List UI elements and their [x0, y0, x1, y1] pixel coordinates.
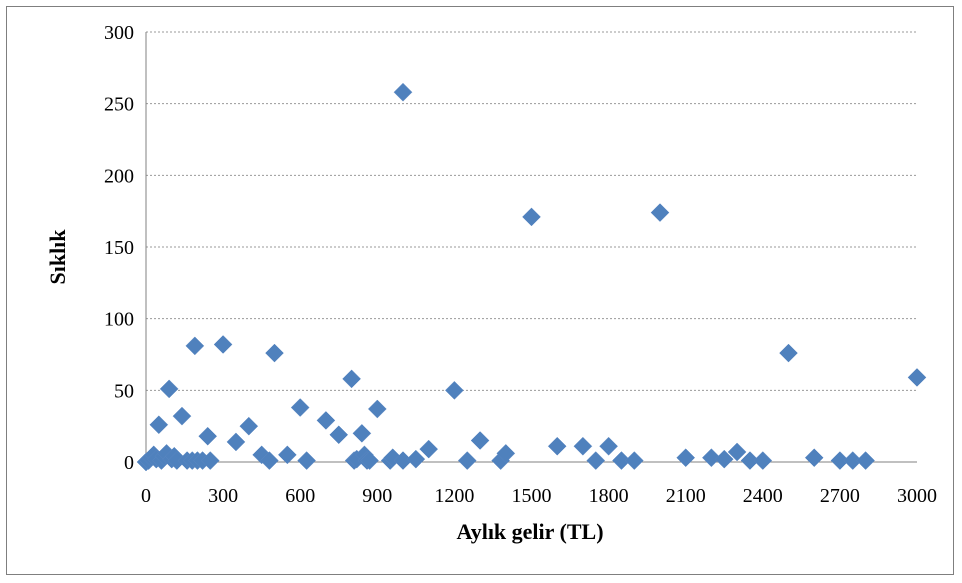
data-point	[856, 451, 875, 470]
data-point	[226, 432, 246, 452]
data-point	[804, 448, 824, 468]
data-point	[406, 449, 426, 469]
data-points	[136, 82, 927, 472]
y-tick-label: 200	[104, 165, 134, 187]
data-point	[290, 398, 310, 417]
x-tick-label: 0	[141, 485, 151, 507]
data-point	[650, 203, 670, 222]
data-point	[239, 416, 259, 436]
data-point	[260, 451, 279, 470]
data-point	[779, 343, 798, 363]
data-point	[740, 451, 760, 470]
data-point	[599, 436, 618, 456]
scatter-chart: 0 50 100 150 200 250 300 0 300 600 900 1200 1500 180…	[45, 22, 937, 544]
data-point	[676, 448, 696, 468]
data-point	[470, 431, 490, 450]
data-point	[702, 448, 721, 468]
chart-frame: 0 50 100 150 200 250 300 0 300 600 900 1200 1500 180…	[6, 6, 954, 575]
data-point	[727, 442, 747, 462]
data-point	[496, 444, 516, 463]
data-point	[830, 451, 850, 470]
data-point	[200, 451, 220, 470]
data-point	[393, 82, 413, 102]
data-point	[198, 426, 218, 446]
x-tick-label: 300	[208, 485, 238, 507]
x-tick-labels: 0 300 600 900 1200 1500 1800 2100 2400 2700 3000	[141, 485, 937, 507]
data-point	[265, 343, 284, 363]
y-tick-label: 150	[104, 237, 134, 259]
data-point	[573, 436, 593, 456]
x-tick-label: 1500	[512, 485, 552, 507]
data-point	[149, 415, 169, 435]
y-tick-label: 300	[104, 22, 134, 44]
data-point	[159, 379, 179, 399]
data-point	[329, 425, 349, 445]
data-point	[352, 423, 372, 443]
y-tick-label: 0	[124, 452, 134, 474]
data-point	[907, 368, 927, 387]
y-tick-label: 250	[104, 94, 134, 116]
x-tick-label: 2700	[820, 485, 860, 507]
data-point	[419, 439, 439, 459]
x-tick-label: 2100	[666, 485, 706, 507]
data-point	[297, 451, 316, 470]
data-point	[342, 369, 361, 389]
x-tick-label: 2400	[743, 485, 783, 507]
y-tick-labels: 0 50 100 150 200 250 300	[104, 22, 134, 474]
data-point	[360, 451, 379, 470]
data-point	[185, 336, 205, 356]
y-tick-label: 100	[104, 309, 134, 331]
data-point	[843, 451, 863, 470]
data-point	[612, 451, 631, 470]
x-tick-label: 900	[362, 485, 392, 507]
data-point	[547, 436, 567, 456]
data-point	[316, 411, 336, 430]
data-point	[367, 399, 387, 419]
data-point	[753, 451, 773, 470]
y-axis-title: Sıklık	[45, 229, 70, 285]
gridlines	[145, 31, 917, 463]
data-point	[445, 380, 464, 400]
data-point	[714, 449, 734, 469]
data-point	[586, 451, 606, 470]
x-tick-label: 1200	[434, 485, 474, 507]
data-point	[277, 445, 297, 465]
data-point	[172, 406, 192, 426]
x-axis-title: Aylık gelir (TL)	[456, 519, 603, 544]
x-tick-label: 600	[285, 485, 315, 507]
y-tick-label: 50	[114, 380, 134, 402]
x-tick-label: 1800	[589, 485, 629, 507]
data-point	[522, 207, 541, 227]
x-tick-label: 3000	[897, 485, 937, 507]
data-point	[213, 335, 233, 354]
data-point	[624, 451, 644, 470]
data-point	[457, 451, 477, 470]
